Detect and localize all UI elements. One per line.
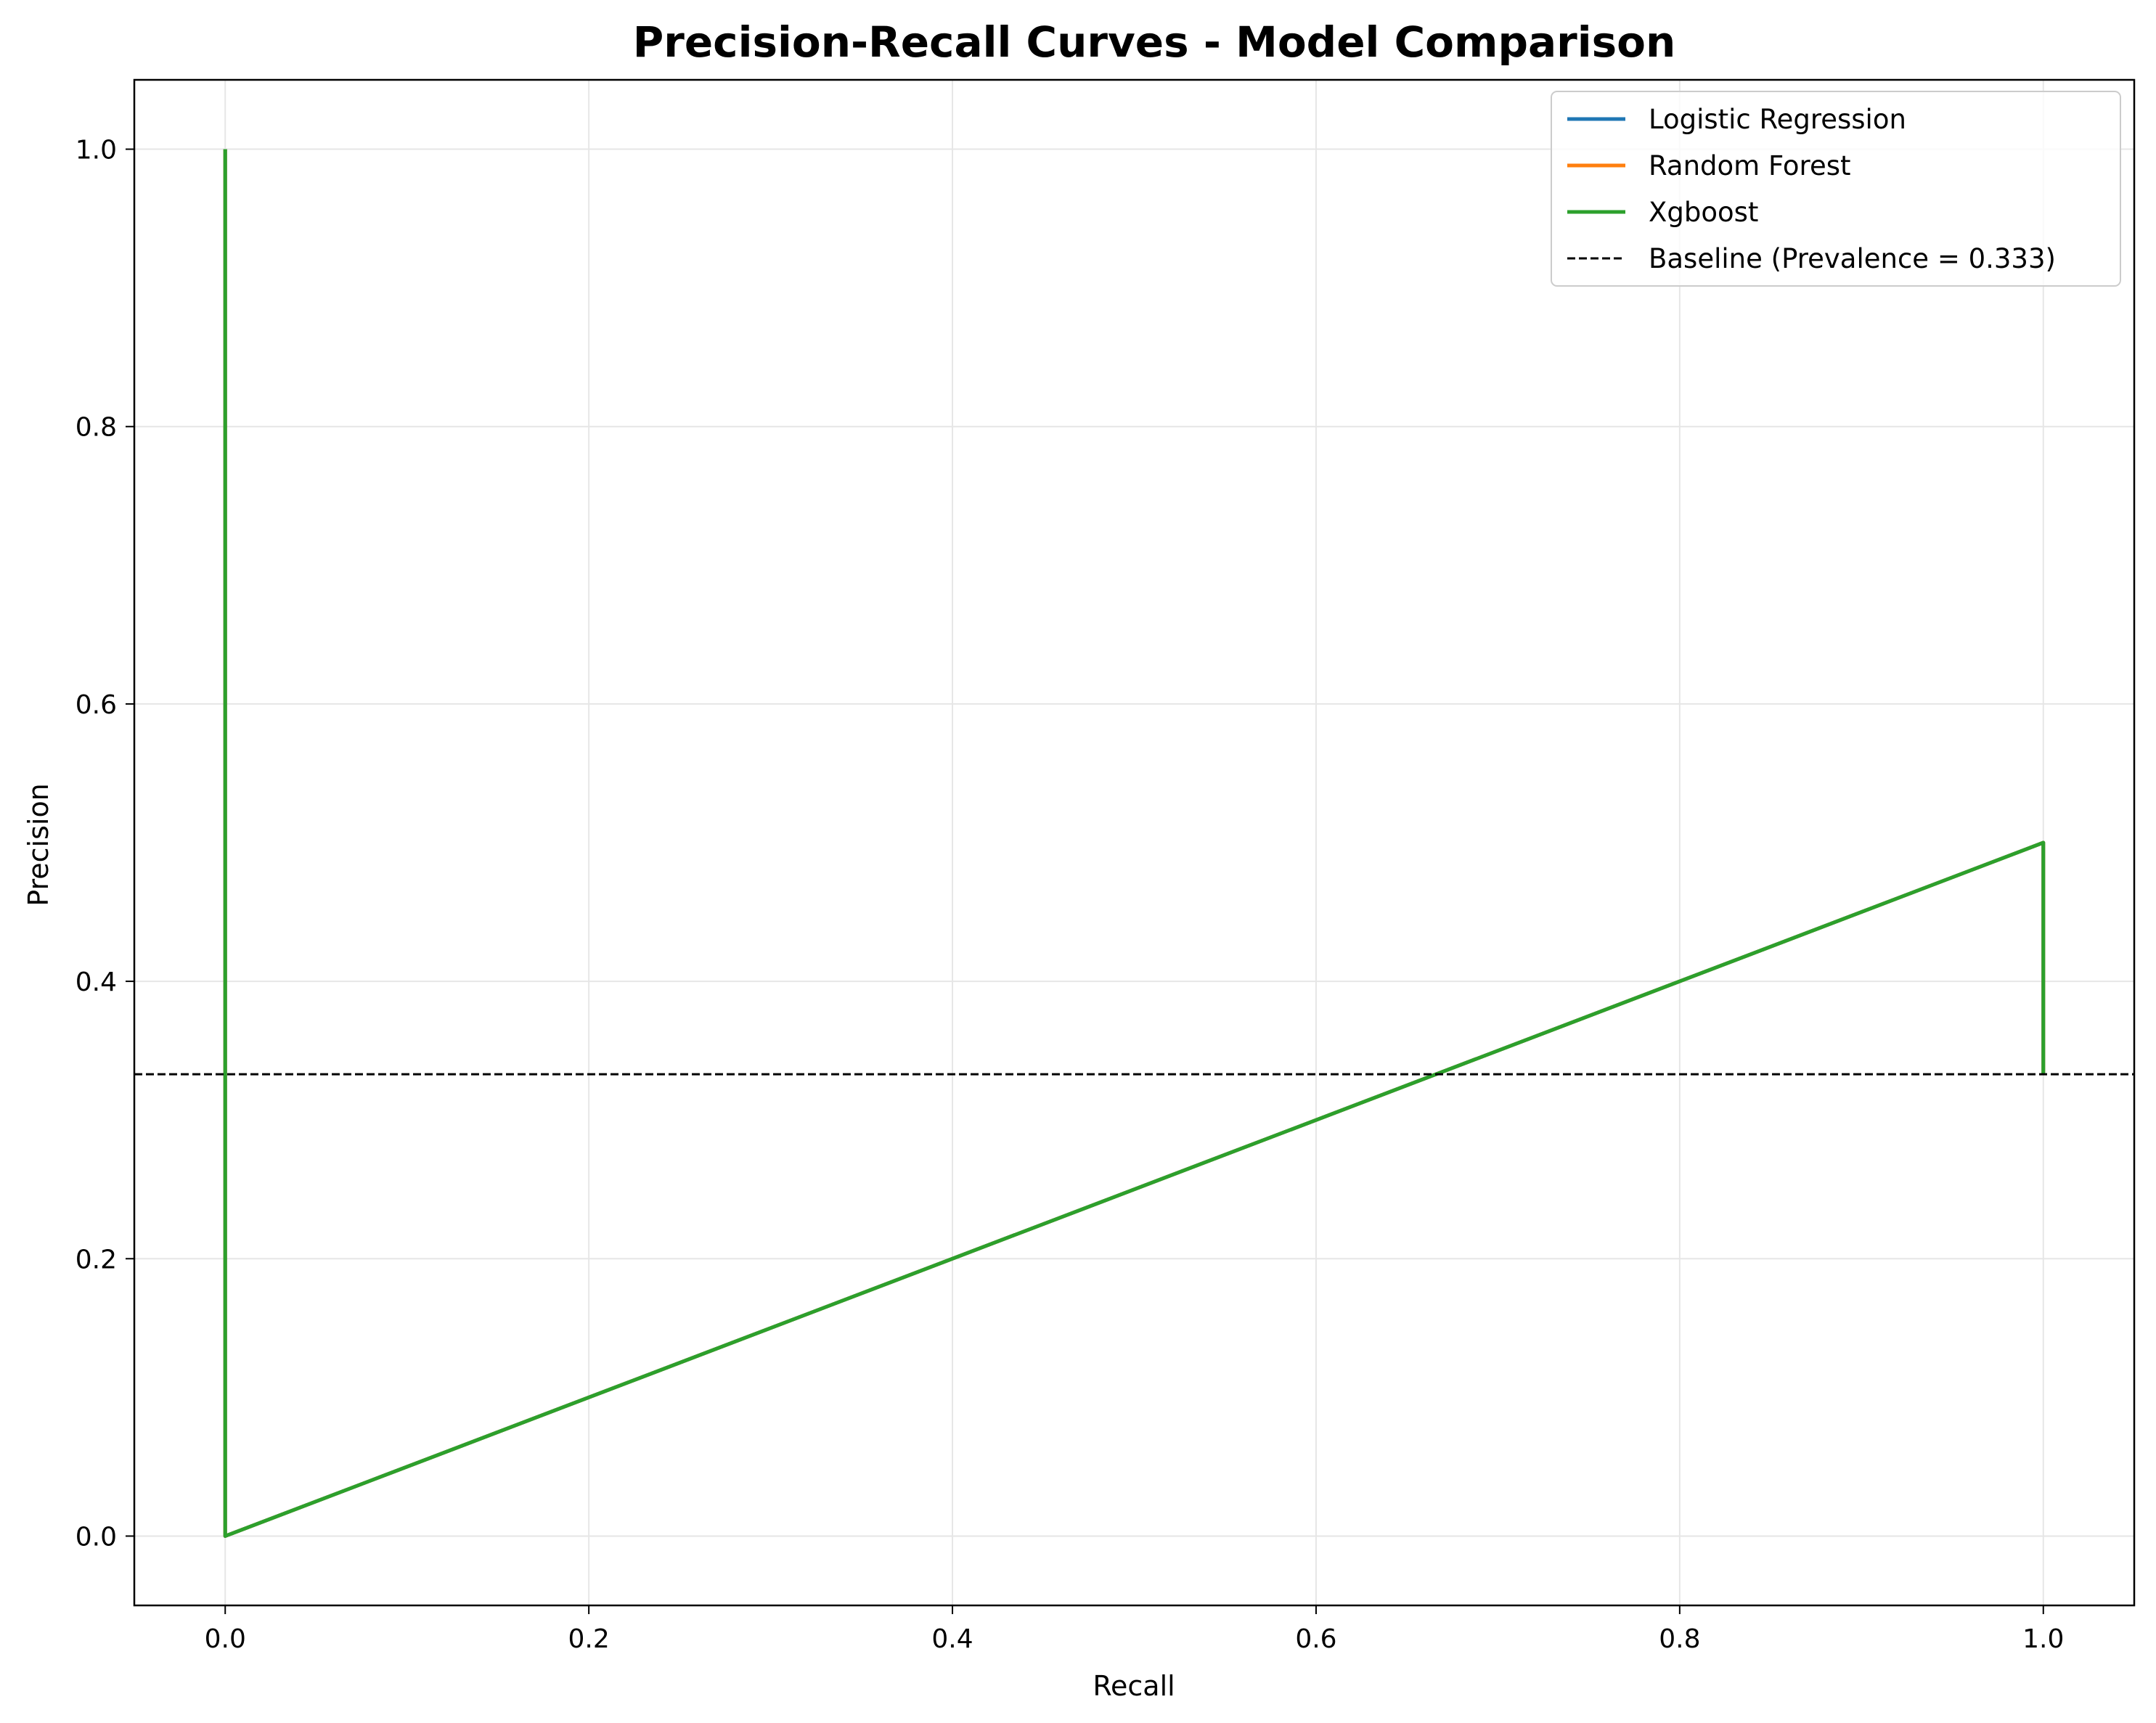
y-tick-label: 0.4: [75, 967, 117, 997]
series-layer: [134, 149, 2134, 1538]
chart-title: Precision-Recall Curves - Model Comparis…: [633, 17, 1676, 67]
legend-box: [1551, 91, 2121, 287]
x-tick-label: 0.8: [1659, 1624, 1700, 1654]
series-line-xgboost: [223, 149, 2046, 1538]
x-tick-label: 0.2: [568, 1624, 610, 1654]
y-axis: 0.0 0.2 0.4 0.6 0.8 1.0: [75, 136, 134, 1552]
legend: Logistic Regression Random Forest Xgboost B…: [1551, 91, 2121, 287]
y-tick-label: 0.2: [75, 1245, 117, 1274]
y-tick-label: 1.0: [75, 136, 117, 165]
x-axis-label: Recall: [1093, 1670, 1175, 1702]
y-axis-label: Precision: [23, 783, 54, 906]
legend-label: Xgboost: [1649, 197, 1758, 228]
y-tick-label: 0.6: [75, 690, 117, 720]
legend-label: Logistic Regression: [1649, 104, 1906, 135]
y-tick-label: 0.0: [75, 1522, 117, 1552]
x-tick-label: 0.0: [205, 1624, 246, 1654]
x-tick-label: 1.0: [2022, 1624, 2064, 1654]
axes-frame: [133, 78, 2136, 1607]
x-axis: 0.0 0.2 0.4 0.6 0.8 1.0: [205, 1605, 2064, 1654]
legend-label: Baseline (Prevalence = 0.333): [1649, 243, 2056, 274]
grid: [134, 80, 2134, 1605]
x-tick-label: 0.4: [931, 1624, 973, 1654]
legend-label: Random Forest: [1649, 150, 1851, 181]
y-tick-label: 0.8: [75, 413, 117, 443]
x-tick-label: 0.6: [1295, 1624, 1336, 1654]
